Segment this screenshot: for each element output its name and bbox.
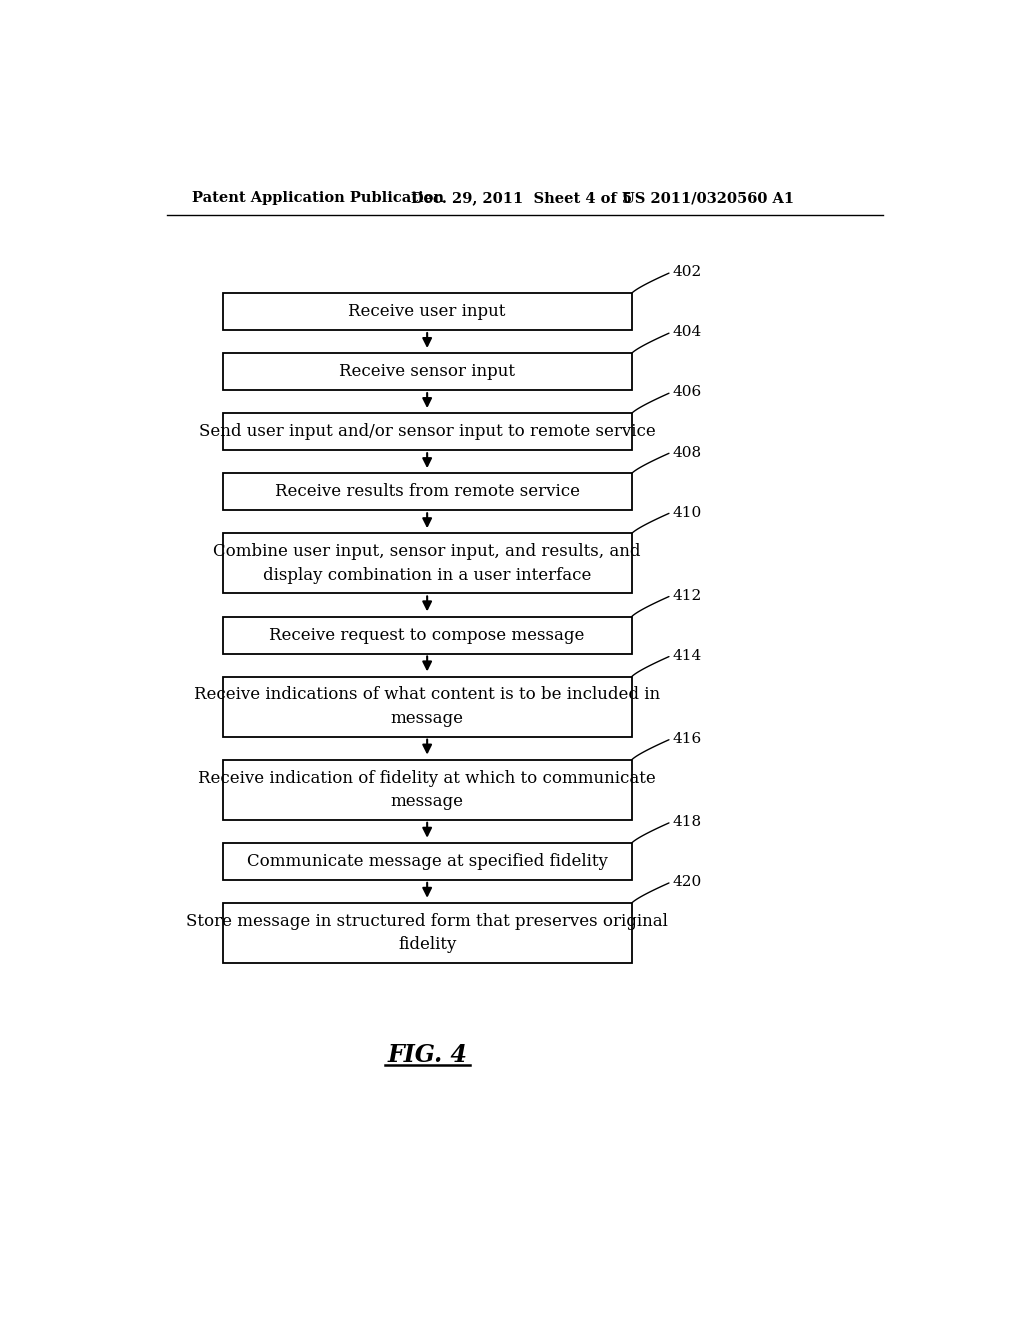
Bar bbox=[222, 677, 632, 737]
Bar bbox=[222, 760, 632, 820]
Bar bbox=[222, 413, 632, 450]
Text: US 2011/0320560 A1: US 2011/0320560 A1 bbox=[623, 191, 795, 206]
Text: 406: 406 bbox=[673, 385, 702, 400]
Text: 414: 414 bbox=[673, 649, 702, 663]
Text: 408: 408 bbox=[673, 446, 701, 459]
Bar bbox=[222, 474, 632, 511]
Text: 402: 402 bbox=[673, 265, 702, 280]
Text: 410: 410 bbox=[673, 506, 702, 520]
Text: Send user input and/or sensor input to remote service: Send user input and/or sensor input to r… bbox=[199, 424, 655, 441]
Bar bbox=[222, 293, 632, 330]
Text: Communicate message at specified fidelity: Communicate message at specified fidelit… bbox=[247, 853, 607, 870]
Text: Receive request to compose message: Receive request to compose message bbox=[269, 627, 585, 644]
Text: Patent Application Publication: Patent Application Publication bbox=[191, 191, 443, 206]
Bar bbox=[222, 616, 632, 653]
Text: 416: 416 bbox=[673, 733, 702, 746]
Text: Dec. 29, 2011  Sheet 4 of 5: Dec. 29, 2011 Sheet 4 of 5 bbox=[411, 191, 632, 206]
Bar bbox=[222, 354, 632, 391]
Text: 412: 412 bbox=[673, 589, 702, 603]
Text: Receive indication of fidelity at which to communicate
message: Receive indication of fidelity at which … bbox=[199, 770, 656, 810]
Text: Receive sensor input: Receive sensor input bbox=[339, 363, 515, 380]
Text: FIG. 4: FIG. 4 bbox=[387, 1043, 467, 1068]
Text: 420: 420 bbox=[673, 875, 702, 890]
Bar bbox=[222, 533, 632, 594]
Text: Receive user input: Receive user input bbox=[348, 304, 506, 321]
Text: Receive results from remote service: Receive results from remote service bbox=[274, 483, 580, 500]
Text: Combine user input, sensor input, and results, and
display combination in a user: Combine user input, sensor input, and re… bbox=[213, 543, 641, 583]
Bar bbox=[222, 843, 632, 880]
Text: Receive indications of what content is to be included in
message: Receive indications of what content is t… bbox=[195, 686, 660, 727]
Text: 418: 418 bbox=[673, 816, 701, 829]
Text: Store message in structured form that preserves original
fidelity: Store message in structured form that pr… bbox=[186, 912, 668, 953]
Bar bbox=[222, 903, 632, 964]
Text: 404: 404 bbox=[673, 326, 702, 339]
